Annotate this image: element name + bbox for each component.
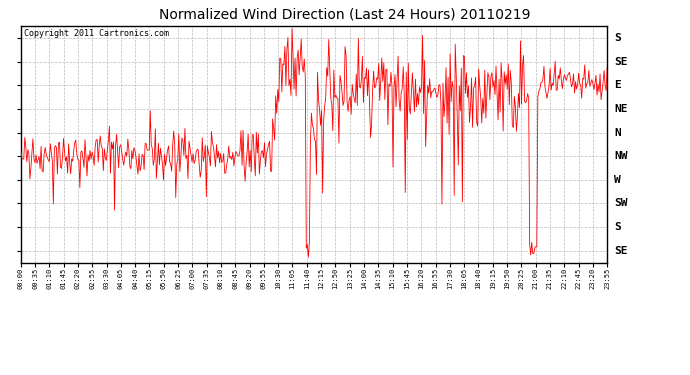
Text: N: N xyxy=(614,128,621,138)
Text: SE: SE xyxy=(614,57,628,67)
Text: SE: SE xyxy=(614,246,628,256)
Text: Normalized Wind Direction (Last 24 Hours) 20110219: Normalized Wind Direction (Last 24 Hours… xyxy=(159,8,531,21)
Text: Copyright 2011 Cartronics.com: Copyright 2011 Cartronics.com xyxy=(23,28,168,38)
Text: E: E xyxy=(614,80,621,90)
Text: S: S xyxy=(614,222,621,232)
Text: NW: NW xyxy=(614,151,628,161)
Text: NE: NE xyxy=(614,104,628,114)
Text: SW: SW xyxy=(614,198,628,208)
Text: S: S xyxy=(614,33,621,43)
Text: W: W xyxy=(614,175,621,185)
